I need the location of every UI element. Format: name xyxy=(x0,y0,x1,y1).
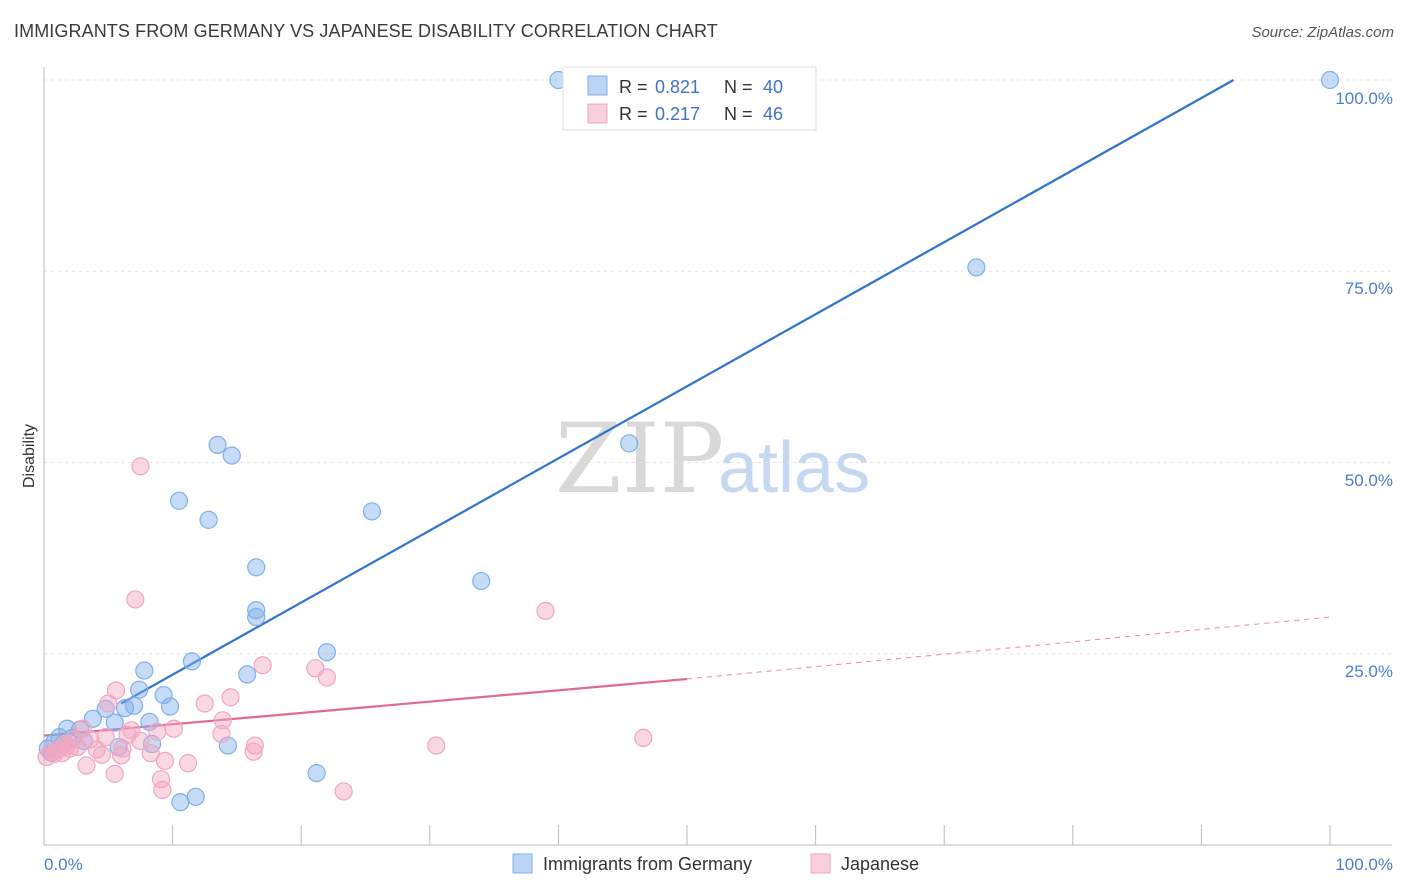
legend-r-value-germany: 0.821 xyxy=(655,77,700,97)
point-series-0-40 xyxy=(1320,70,1340,90)
x-tick-label-100: 100.0% xyxy=(1335,855,1393,874)
point-series-1-12 xyxy=(87,740,106,759)
point-series-1-45 xyxy=(58,736,77,755)
y-tick-label-100: 100.0% xyxy=(1335,89,1393,108)
legend-n-label-germany: N = xyxy=(724,77,753,97)
trend-line-extension-1 xyxy=(686,616,1331,680)
series-legend: Immigrants from Germany Japanese xyxy=(512,853,919,874)
point-series-1-43 xyxy=(536,601,555,621)
point-series-1-32 xyxy=(195,694,214,713)
point-series-1-29 xyxy=(155,751,174,770)
series-legend-label-germany: Immigrants from Germany xyxy=(543,854,752,874)
point-series-1-38 xyxy=(253,656,272,675)
legend-n-value-germany: 40 xyxy=(763,77,783,97)
point-series-1-6 xyxy=(60,739,79,758)
point-series-1-34 xyxy=(213,711,232,730)
point-series-0-14 xyxy=(124,696,144,715)
point-series-1-23 xyxy=(131,731,150,751)
point-series-1-14 xyxy=(96,728,115,747)
point-series-0-34 xyxy=(317,643,337,662)
point-series-0-17 xyxy=(140,712,159,731)
point-series-0-29 xyxy=(238,665,257,684)
axis-layer xyxy=(43,67,1392,846)
grid-layer xyxy=(44,79,1392,655)
point-series-0-26 xyxy=(208,435,227,455)
point-series-0-25 xyxy=(199,510,218,529)
point-series-0-28 xyxy=(222,446,241,465)
point-series-0-15 xyxy=(130,680,149,699)
series-legend-swatch-germany xyxy=(512,853,533,874)
point-series-0-23 xyxy=(182,652,201,671)
point-series-0-36 xyxy=(472,571,491,591)
point-series-1-33 xyxy=(212,724,231,744)
chart-title: IMMIGRANTS FROM GERMANY VS JAPANESE DISA… xyxy=(14,21,718,41)
ticks-layer xyxy=(43,825,1331,845)
point-series-0-24 xyxy=(186,787,205,806)
point-series-0-31 xyxy=(247,601,266,620)
point-series-1-16 xyxy=(105,764,124,783)
point-series-0-39 xyxy=(967,258,986,277)
point-series-0-19 xyxy=(154,685,173,705)
y-axis-label: Disability xyxy=(21,424,38,488)
point-series-1-37 xyxy=(245,736,265,755)
point-series-1-10 xyxy=(77,756,96,775)
chart-source: Source: ZipAtlas.com xyxy=(1251,24,1394,41)
point-series-0-11 xyxy=(105,713,124,732)
point-series-1-13 xyxy=(92,745,111,764)
y-tick-label-75: 75.0% xyxy=(1345,279,1393,298)
x-tick-label-0: 0.0% xyxy=(44,855,83,874)
point-series-1-25 xyxy=(141,744,160,763)
point-series-1-41 xyxy=(334,782,353,801)
point-series-1-11 xyxy=(81,730,100,749)
point-series-1-28 xyxy=(153,780,172,800)
point-series-1-24 xyxy=(131,457,150,476)
stats-legend: R = 0.821 N = 40 R = 0.217 N = 46 xyxy=(562,66,817,131)
watermark-atlas: atlas xyxy=(718,428,870,508)
series-legend-swatch-japanese xyxy=(810,853,831,874)
point-series-0-30 xyxy=(247,558,266,577)
point-series-0-35 xyxy=(362,502,382,521)
trend-line-0 xyxy=(120,79,1235,705)
point-series-1-19 xyxy=(113,739,132,758)
point-series-0-16 xyxy=(135,661,154,680)
y-tick-label-25: 25.0% xyxy=(1345,662,1393,681)
point-series-1-35 xyxy=(221,688,240,707)
legend-swatch-germany xyxy=(587,75,608,96)
watermark-zip: ZIP xyxy=(555,403,724,515)
point-series-1-22 xyxy=(126,590,145,609)
point-series-1-36 xyxy=(244,742,263,761)
point-series-0-20 xyxy=(160,697,180,716)
legend-r-label-germany: R = xyxy=(619,77,648,97)
point-series-1-17 xyxy=(106,681,126,700)
point-series-0-22 xyxy=(171,793,190,812)
point-series-0-32 xyxy=(247,607,266,627)
points-layer xyxy=(37,70,1340,812)
point-series-1-26 xyxy=(148,722,167,741)
point-series-1-40 xyxy=(317,668,337,687)
legend-n-value-japanese: 46 xyxy=(763,104,783,124)
point-series-0-21 xyxy=(169,491,189,510)
point-series-0-33 xyxy=(307,763,326,783)
point-series-1-31 xyxy=(178,754,198,773)
point-series-1-42 xyxy=(427,736,446,755)
point-series-1-30 xyxy=(164,719,183,738)
legend-r-value-japanese: 0.217 xyxy=(655,104,700,124)
legend-n-label-japanese: N = xyxy=(724,104,753,124)
point-series-1-44 xyxy=(634,728,653,748)
point-series-0-27 xyxy=(218,736,237,755)
series-legend-label-japanese: Japanese xyxy=(841,854,919,874)
point-series-1-18 xyxy=(112,746,131,765)
point-series-0-38 xyxy=(620,434,639,453)
legend-swatch-japanese xyxy=(587,103,608,124)
y-tick-label-50: 50.0% xyxy=(1345,471,1393,490)
legend-r-label-japanese: R = xyxy=(619,104,648,124)
